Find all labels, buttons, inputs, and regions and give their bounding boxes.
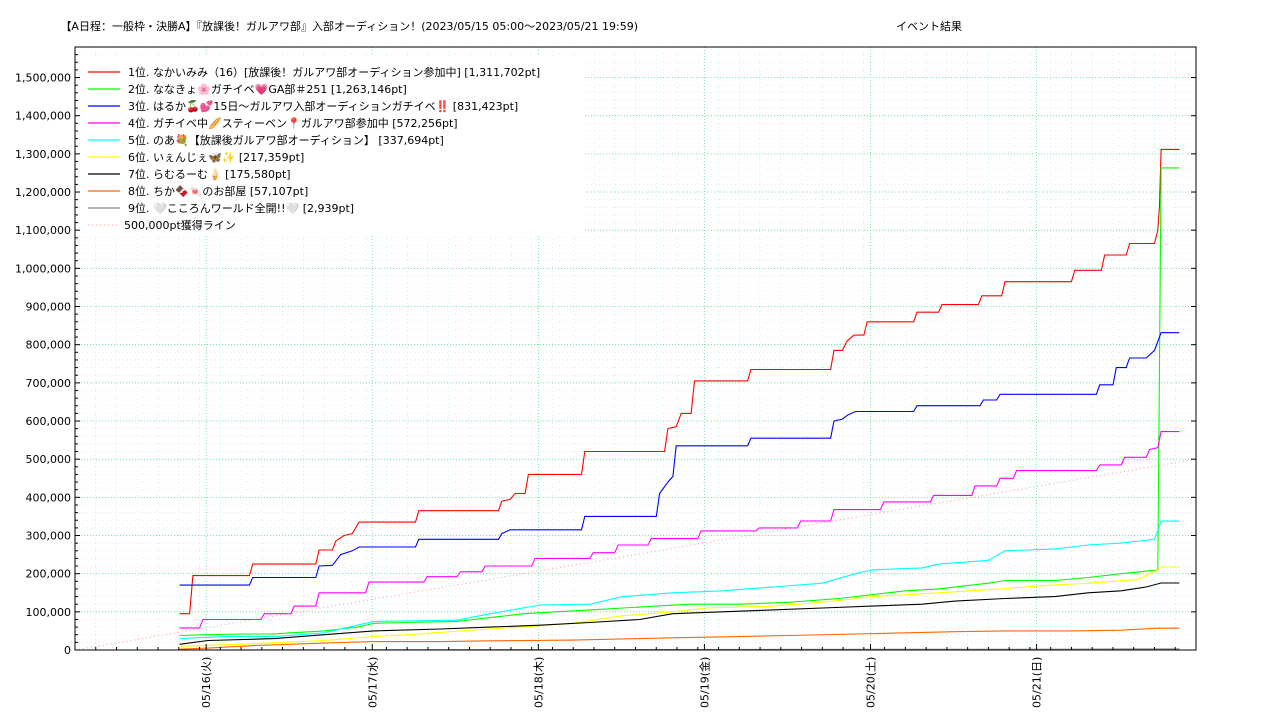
y-tick-label: 1,200,000 [15, 186, 71, 199]
y-tick-label: 300,000 [26, 530, 72, 543]
y-tick-label: 0 [64, 644, 71, 657]
legend-item-label: 5位. のあ💐【放課後ガルアワ部オーディション】 [337,694pt] [128, 133, 444, 147]
series-line-8 [179, 627, 1180, 650]
x-tick-label: 05/19(金) [697, 657, 711, 708]
legend-box [80, 56, 585, 236]
x-tick-label: 05/20(土) [864, 657, 877, 708]
y-tick-label: 600,000 [26, 415, 72, 428]
y-tick-label: 100,000 [26, 606, 72, 619]
y-tick-label: 1,100,000 [15, 224, 71, 237]
series-line-4 [179, 431, 1180, 629]
chart-title: 【A日程：一般枠・決勝A】『放課後！ガルアワ部』入部オーディション！(2023/… [60, 19, 638, 33]
legend-item-label: 500,000pt獲得ライン [124, 219, 236, 232]
y-tick-label: 200,000 [26, 568, 72, 581]
legend: 1位. なかいみみ（16）[放課後！ガルアワ部オーディション参加中] [1,31… [80, 56, 585, 236]
y-tick-label: 1,500,000 [15, 72, 71, 85]
series-line-2 [179, 167, 1180, 637]
legend-item-label: 6位. いぇんじぇ🦋✨ [217,359pt] [128, 150, 304, 164]
legend-item-label: 8位. ちか🍫🍬のお部屋 [57,107pt] [128, 184, 308, 198]
chart-title-suffix: イベント結果 [896, 19, 962, 33]
y-tick-label: 800,000 [26, 339, 72, 352]
y-tick-label: 1,000,000 [15, 262, 71, 275]
series-line-7 [179, 582, 1180, 645]
series-line-6 [179, 566, 1180, 647]
grid [74, 47, 1197, 650]
legend-item-label: 9位. 🤍こころんワールド全開!!🤍 [2,939pt] [128, 201, 354, 215]
legend-item-label: 4位. ガチイベ中🥖スティーベン📍ガルアワ部参加中 [572,256pt] [128, 116, 458, 130]
y-tick-label: 400,000 [26, 491, 72, 504]
series-line-3 [179, 332, 1180, 586]
legend-item-label: 2位. ななきょ🌸ガチイベ💗GA部＃251 [1,263,146pt] [128, 82, 407, 96]
legend-item-label: 1位. なかいみみ（16）[放課後！ガルアワ部オーディション参加中] [1,31… [128, 65, 540, 79]
series-line-1 [179, 148, 1180, 615]
legend-item-label: 7位. らむるーむ🍦 [175,580pt] [128, 167, 291, 181]
y-tick-label: 1,300,000 [15, 148, 71, 161]
y-tick-label: 500,000 [26, 453, 72, 466]
series-line-10 [74, 458, 1197, 651]
series-line-5 [179, 520, 1180, 640]
y-tick-label: 1,400,000 [15, 110, 71, 123]
legend-item-label: 3位. はるか🍒💕15日〜ガルアワ入部オーディションガチイベ‼️ [831,42… [128, 99, 518, 113]
y-tick-label: 700,000 [26, 377, 72, 390]
x-tick-label: 05/21(日) [1031, 657, 1044, 708]
axes: 0 100,000 200,000 300,000 400,000 500,000 600,… [15, 54, 1196, 708]
x-tick-label: 05/18(木) [532, 657, 545, 708]
y-tick-label: 900,000 [26, 301, 72, 314]
x-tick-label: 05/16(火) [200, 657, 213, 708]
x-tick-label: 05/17(水) [366, 657, 379, 708]
